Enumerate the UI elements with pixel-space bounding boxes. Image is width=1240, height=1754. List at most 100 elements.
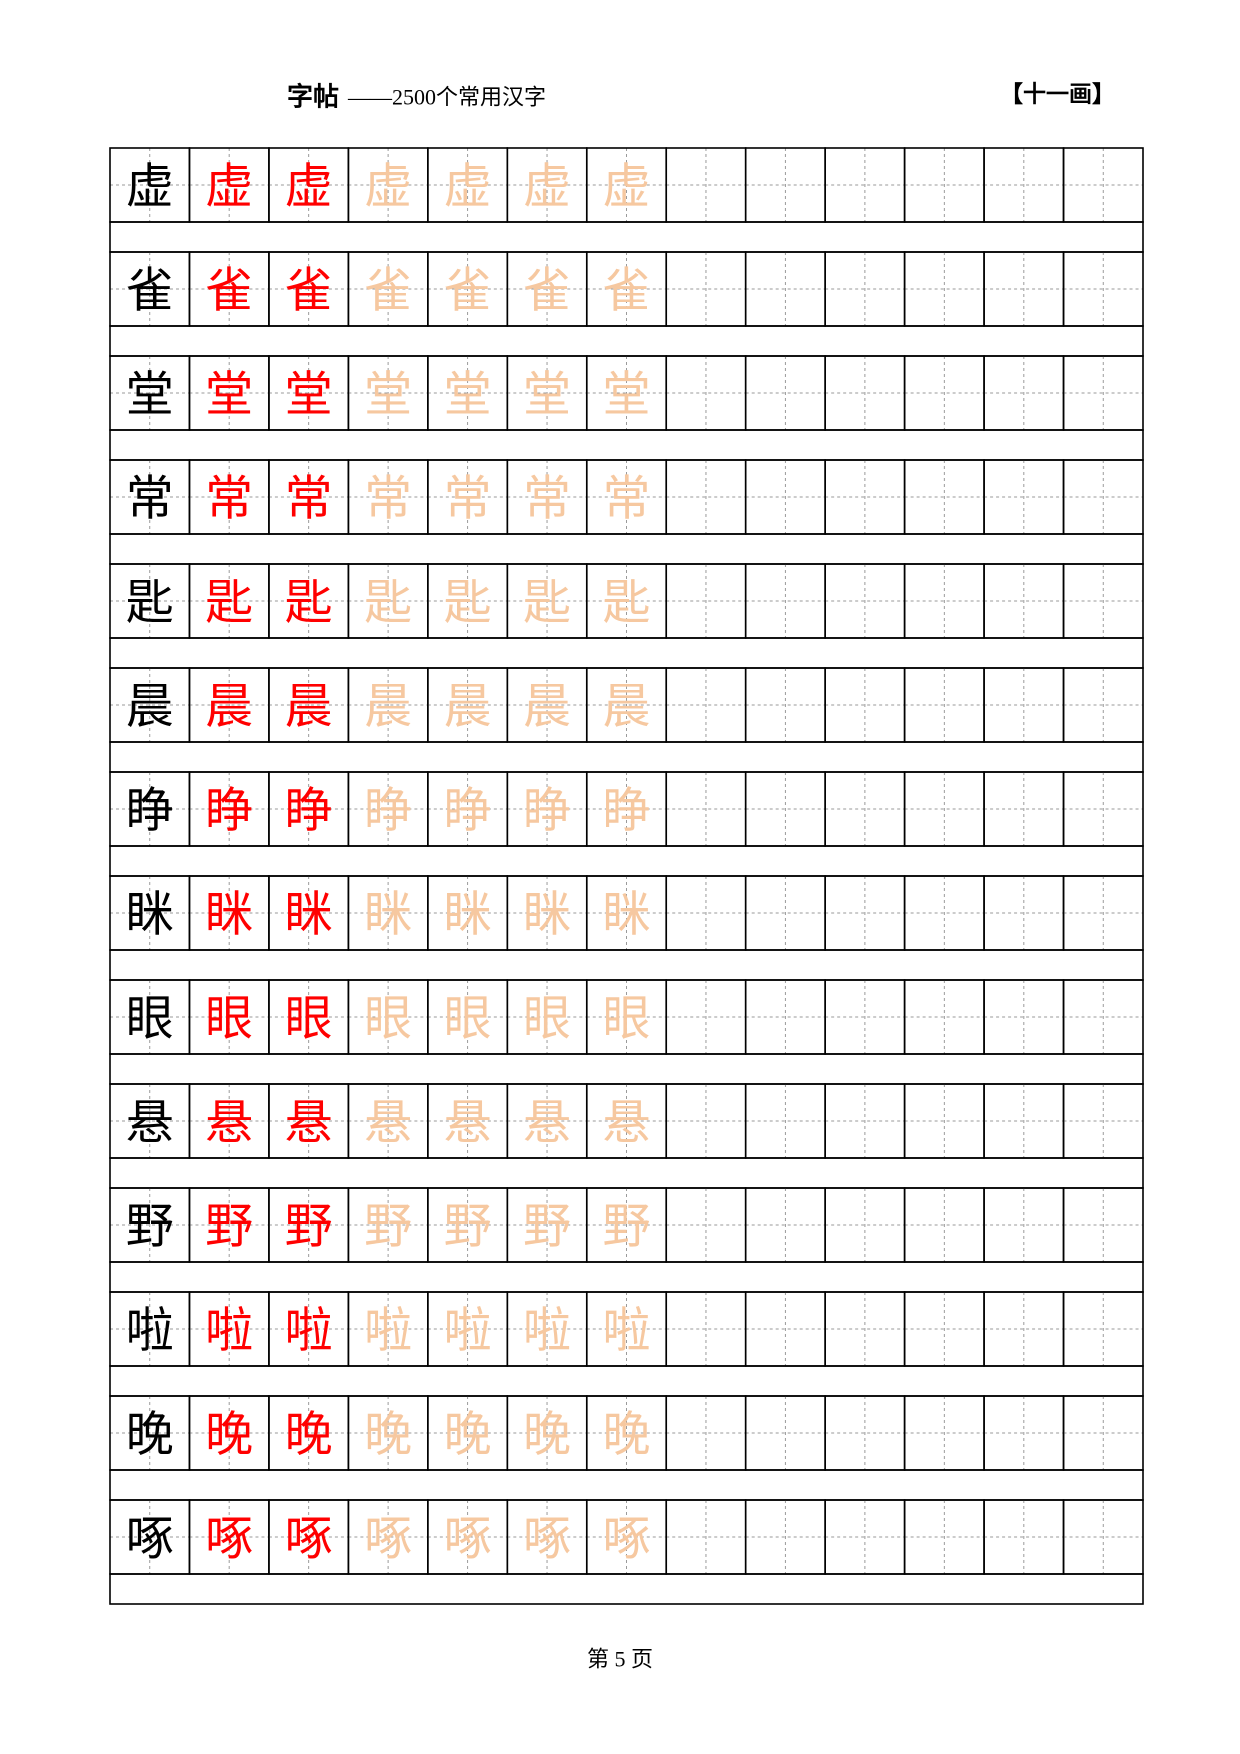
trace-char: 啄: [523, 1513, 571, 1566]
red-char: 眼: [285, 993, 333, 1046]
spacer-strip: [109, 1157, 1144, 1189]
trace-char: 野: [444, 1201, 492, 1254]
trace-char: 野: [523, 1201, 571, 1254]
spacer-strip: [109, 741, 1144, 773]
stroke-group: 【十一画】: [1000, 82, 1115, 107]
trace-char: 雀: [523, 265, 571, 318]
trace-char: 晨: [364, 681, 412, 734]
trace-char: 常: [602, 473, 650, 526]
trace-char: 野: [364, 1201, 412, 1254]
red-char: 眯: [205, 889, 253, 942]
model-char: 堂: [126, 369, 174, 422]
model-char: 虚: [126, 161, 174, 214]
spacer-strip: [109, 533, 1144, 565]
model-char: 晚: [126, 1409, 174, 1462]
trace-char: 晚: [364, 1409, 412, 1462]
trace-char: 眼: [444, 993, 492, 1046]
trace-char: 晨: [523, 681, 571, 734]
trace-char: 睁: [602, 785, 650, 838]
spacer-strip: [109, 1261, 1144, 1293]
red-char: 晚: [205, 1409, 253, 1462]
red-char: 啦: [285, 1305, 333, 1358]
model-char: 雀: [126, 265, 174, 318]
trace-char: 野: [602, 1201, 650, 1254]
red-char: 野: [285, 1201, 333, 1254]
trace-char: 悬: [444, 1097, 492, 1150]
model-char: 匙: [126, 577, 174, 630]
trace-char: 啦: [364, 1305, 412, 1358]
title: 字帖: [287, 82, 339, 112]
red-char: 眯: [285, 889, 333, 942]
trace-char: 眯: [364, 889, 412, 942]
trace-char: 堂: [444, 369, 492, 422]
trace-char: 眼: [602, 993, 650, 1046]
trace-char: 雀: [364, 265, 412, 318]
red-char: 常: [205, 473, 253, 526]
spacer-strip: [109, 221, 1144, 253]
red-char: 匙: [285, 577, 333, 630]
trace-char: 雀: [602, 265, 650, 318]
spacer-strip: [109, 325, 1144, 357]
page-number: 第 5 页: [587, 1647, 653, 1672]
trace-char: 虚: [523, 161, 571, 214]
model-char: 悬: [126, 1097, 174, 1150]
spacer-strip: [109, 637, 1144, 669]
spacer-strip: [109, 1053, 1144, 1085]
trace-char: 眼: [364, 993, 412, 1046]
trace-char: 虚: [444, 161, 492, 214]
red-char: 悬: [285, 1097, 333, 1150]
spacer-strip: [109, 1573, 1144, 1605]
trace-char: 晚: [523, 1409, 571, 1462]
trace-char: 眯: [602, 889, 650, 942]
trace-char: 虚: [602, 161, 650, 214]
trace-char: 啦: [602, 1305, 650, 1358]
trace-char: 啄: [602, 1513, 650, 1566]
trace-char: 堂: [602, 369, 650, 422]
red-char: 睁: [285, 785, 333, 838]
trace-char: 晨: [602, 681, 650, 734]
spacer-strip: [109, 429, 1144, 461]
trace-char: 睁: [523, 785, 571, 838]
trace-char: 啦: [523, 1305, 571, 1358]
red-char: 堂: [285, 369, 333, 422]
trace-char: 眯: [523, 889, 571, 942]
red-char: 啄: [285, 1513, 333, 1566]
spacer-strip: [109, 1365, 1144, 1397]
red-char: 虚: [285, 161, 333, 214]
trace-char: 匙: [444, 577, 492, 630]
trace-char: 啄: [364, 1513, 412, 1566]
spacer-strip: [109, 845, 1144, 877]
spacer-strip: [109, 949, 1144, 981]
trace-char: 睁: [364, 785, 412, 838]
model-char: 睁: [126, 785, 174, 838]
grid: 虚虚虚虚虚虚虚雀雀雀雀雀雀雀堂堂堂堂堂堂堂常常常常常常常匙匙匙匙匙匙匙晨晨晨晨晨…: [109, 147, 1144, 1605]
trace-char: 匙: [364, 577, 412, 630]
trace-char: 晨: [444, 681, 492, 734]
trace-char: 睁: [444, 785, 492, 838]
model-char: 野: [126, 1201, 174, 1254]
trace-char: 晚: [602, 1409, 650, 1462]
trace-char: 悬: [602, 1097, 650, 1150]
trace-char: 悬: [523, 1097, 571, 1150]
red-char: 野: [205, 1201, 253, 1254]
red-char: 雀: [205, 265, 253, 318]
red-char: 雀: [285, 265, 333, 318]
model-char: 眼: [126, 993, 174, 1046]
trace-char: 悬: [364, 1097, 412, 1150]
trace-char: 匙: [602, 577, 650, 630]
trace-char: 眯: [444, 889, 492, 942]
red-char: 晚: [285, 1409, 333, 1462]
model-char: 眯: [126, 889, 174, 942]
trace-char: 啦: [444, 1305, 492, 1358]
model-char: 啦: [126, 1305, 174, 1358]
red-char: 睁: [205, 785, 253, 838]
trace-char: 啄: [444, 1513, 492, 1566]
red-char: 啦: [205, 1305, 253, 1358]
model-char: 啄: [126, 1513, 174, 1566]
red-char: 啄: [205, 1513, 253, 1566]
red-char: 晨: [285, 681, 333, 734]
trace-char: 堂: [364, 369, 412, 422]
trace-char: 常: [444, 473, 492, 526]
trace-char: 眼: [523, 993, 571, 1046]
